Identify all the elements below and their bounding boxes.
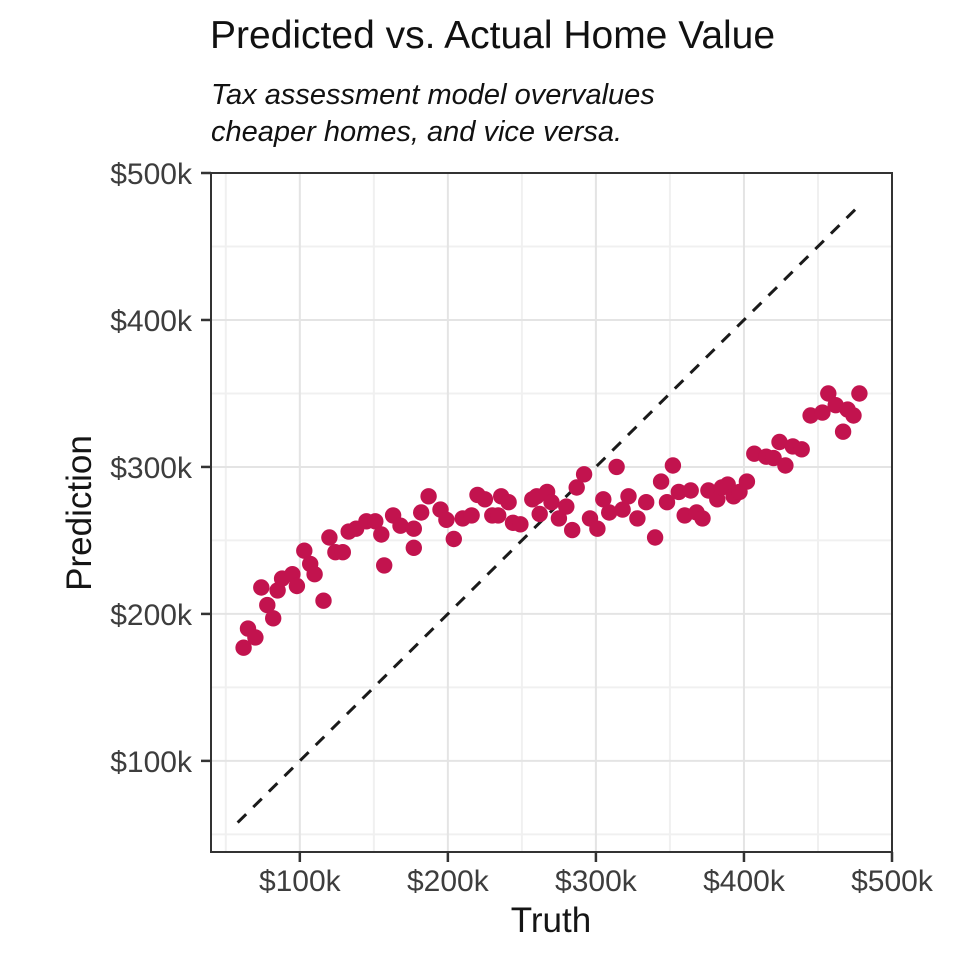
data-point <box>550 510 568 527</box>
data-point <box>321 529 338 546</box>
data-point <box>490 507 507 524</box>
data-point <box>463 507 480 524</box>
data-point <box>405 520 422 537</box>
data-point <box>420 488 437 505</box>
data-point <box>413 504 430 521</box>
data-point <box>638 494 655 511</box>
data-point <box>694 510 711 527</box>
x-tick-label: $400k <box>703 865 786 898</box>
data-point <box>646 529 664 546</box>
data-point <box>670 483 687 501</box>
data-point <box>334 544 351 561</box>
data-point <box>512 516 529 533</box>
x-tick-label: $300k <box>555 865 638 898</box>
data-point <box>793 441 810 458</box>
data-point <box>595 491 612 508</box>
data-point <box>682 482 699 499</box>
y-tick-label: $300k <box>110 452 193 485</box>
x-tick-label: $100k <box>259 865 342 898</box>
data-point <box>564 521 581 539</box>
chart-subtitle: Tax assessment model overvalues cheaper … <box>211 79 655 148</box>
x-tick-label: $500k <box>851 865 934 898</box>
data-point <box>664 457 682 474</box>
y-tick-label: $500k <box>110 158 193 191</box>
identity-line <box>236 202 862 824</box>
data-point <box>392 517 409 534</box>
y-axis-title: Prediction <box>60 435 99 591</box>
data-point <box>288 577 306 595</box>
data-point <box>376 557 393 574</box>
data-point <box>629 510 646 527</box>
data-point <box>531 505 548 523</box>
x-axis-title: Truth <box>511 901 591 940</box>
y-tick-label: $100k <box>110 746 193 779</box>
data-point <box>575 466 593 483</box>
data-point <box>845 407 862 424</box>
data-point <box>235 639 252 656</box>
data-point <box>765 449 782 467</box>
data-point <box>500 494 517 511</box>
data-point <box>851 385 868 402</box>
data-point <box>405 539 422 556</box>
data-point <box>834 423 852 440</box>
data-point <box>652 473 670 490</box>
data-point <box>315 592 332 609</box>
data-point <box>543 494 560 511</box>
data-point <box>738 473 756 490</box>
data-point <box>367 513 384 530</box>
data-point <box>771 433 788 451</box>
data-point <box>445 530 462 548</box>
x-tick-label: $200k <box>407 865 490 898</box>
data-point <box>601 504 618 521</box>
data-point <box>558 498 575 515</box>
data-point <box>620 488 637 505</box>
data-point <box>476 491 494 508</box>
data-point <box>614 501 631 518</box>
data-point <box>296 542 313 559</box>
data-point <box>608 458 625 476</box>
y-tick-label: $400k <box>110 305 193 338</box>
data-point <box>589 520 606 537</box>
data-point <box>265 610 282 627</box>
data-point <box>438 511 455 528</box>
data-point <box>247 629 264 646</box>
data-point <box>259 596 276 614</box>
data-point <box>820 385 837 402</box>
data-point <box>777 457 794 474</box>
data-point <box>568 479 585 496</box>
y-tick-label: $200k <box>110 599 193 632</box>
panel-border <box>210 172 893 853</box>
chart-title: Predicted vs. Actual Home Value <box>210 14 776 57</box>
data-point <box>253 579 270 596</box>
data-point <box>658 494 676 511</box>
data-point <box>814 404 831 421</box>
data-point <box>306 566 323 583</box>
data-point <box>373 526 390 543</box>
